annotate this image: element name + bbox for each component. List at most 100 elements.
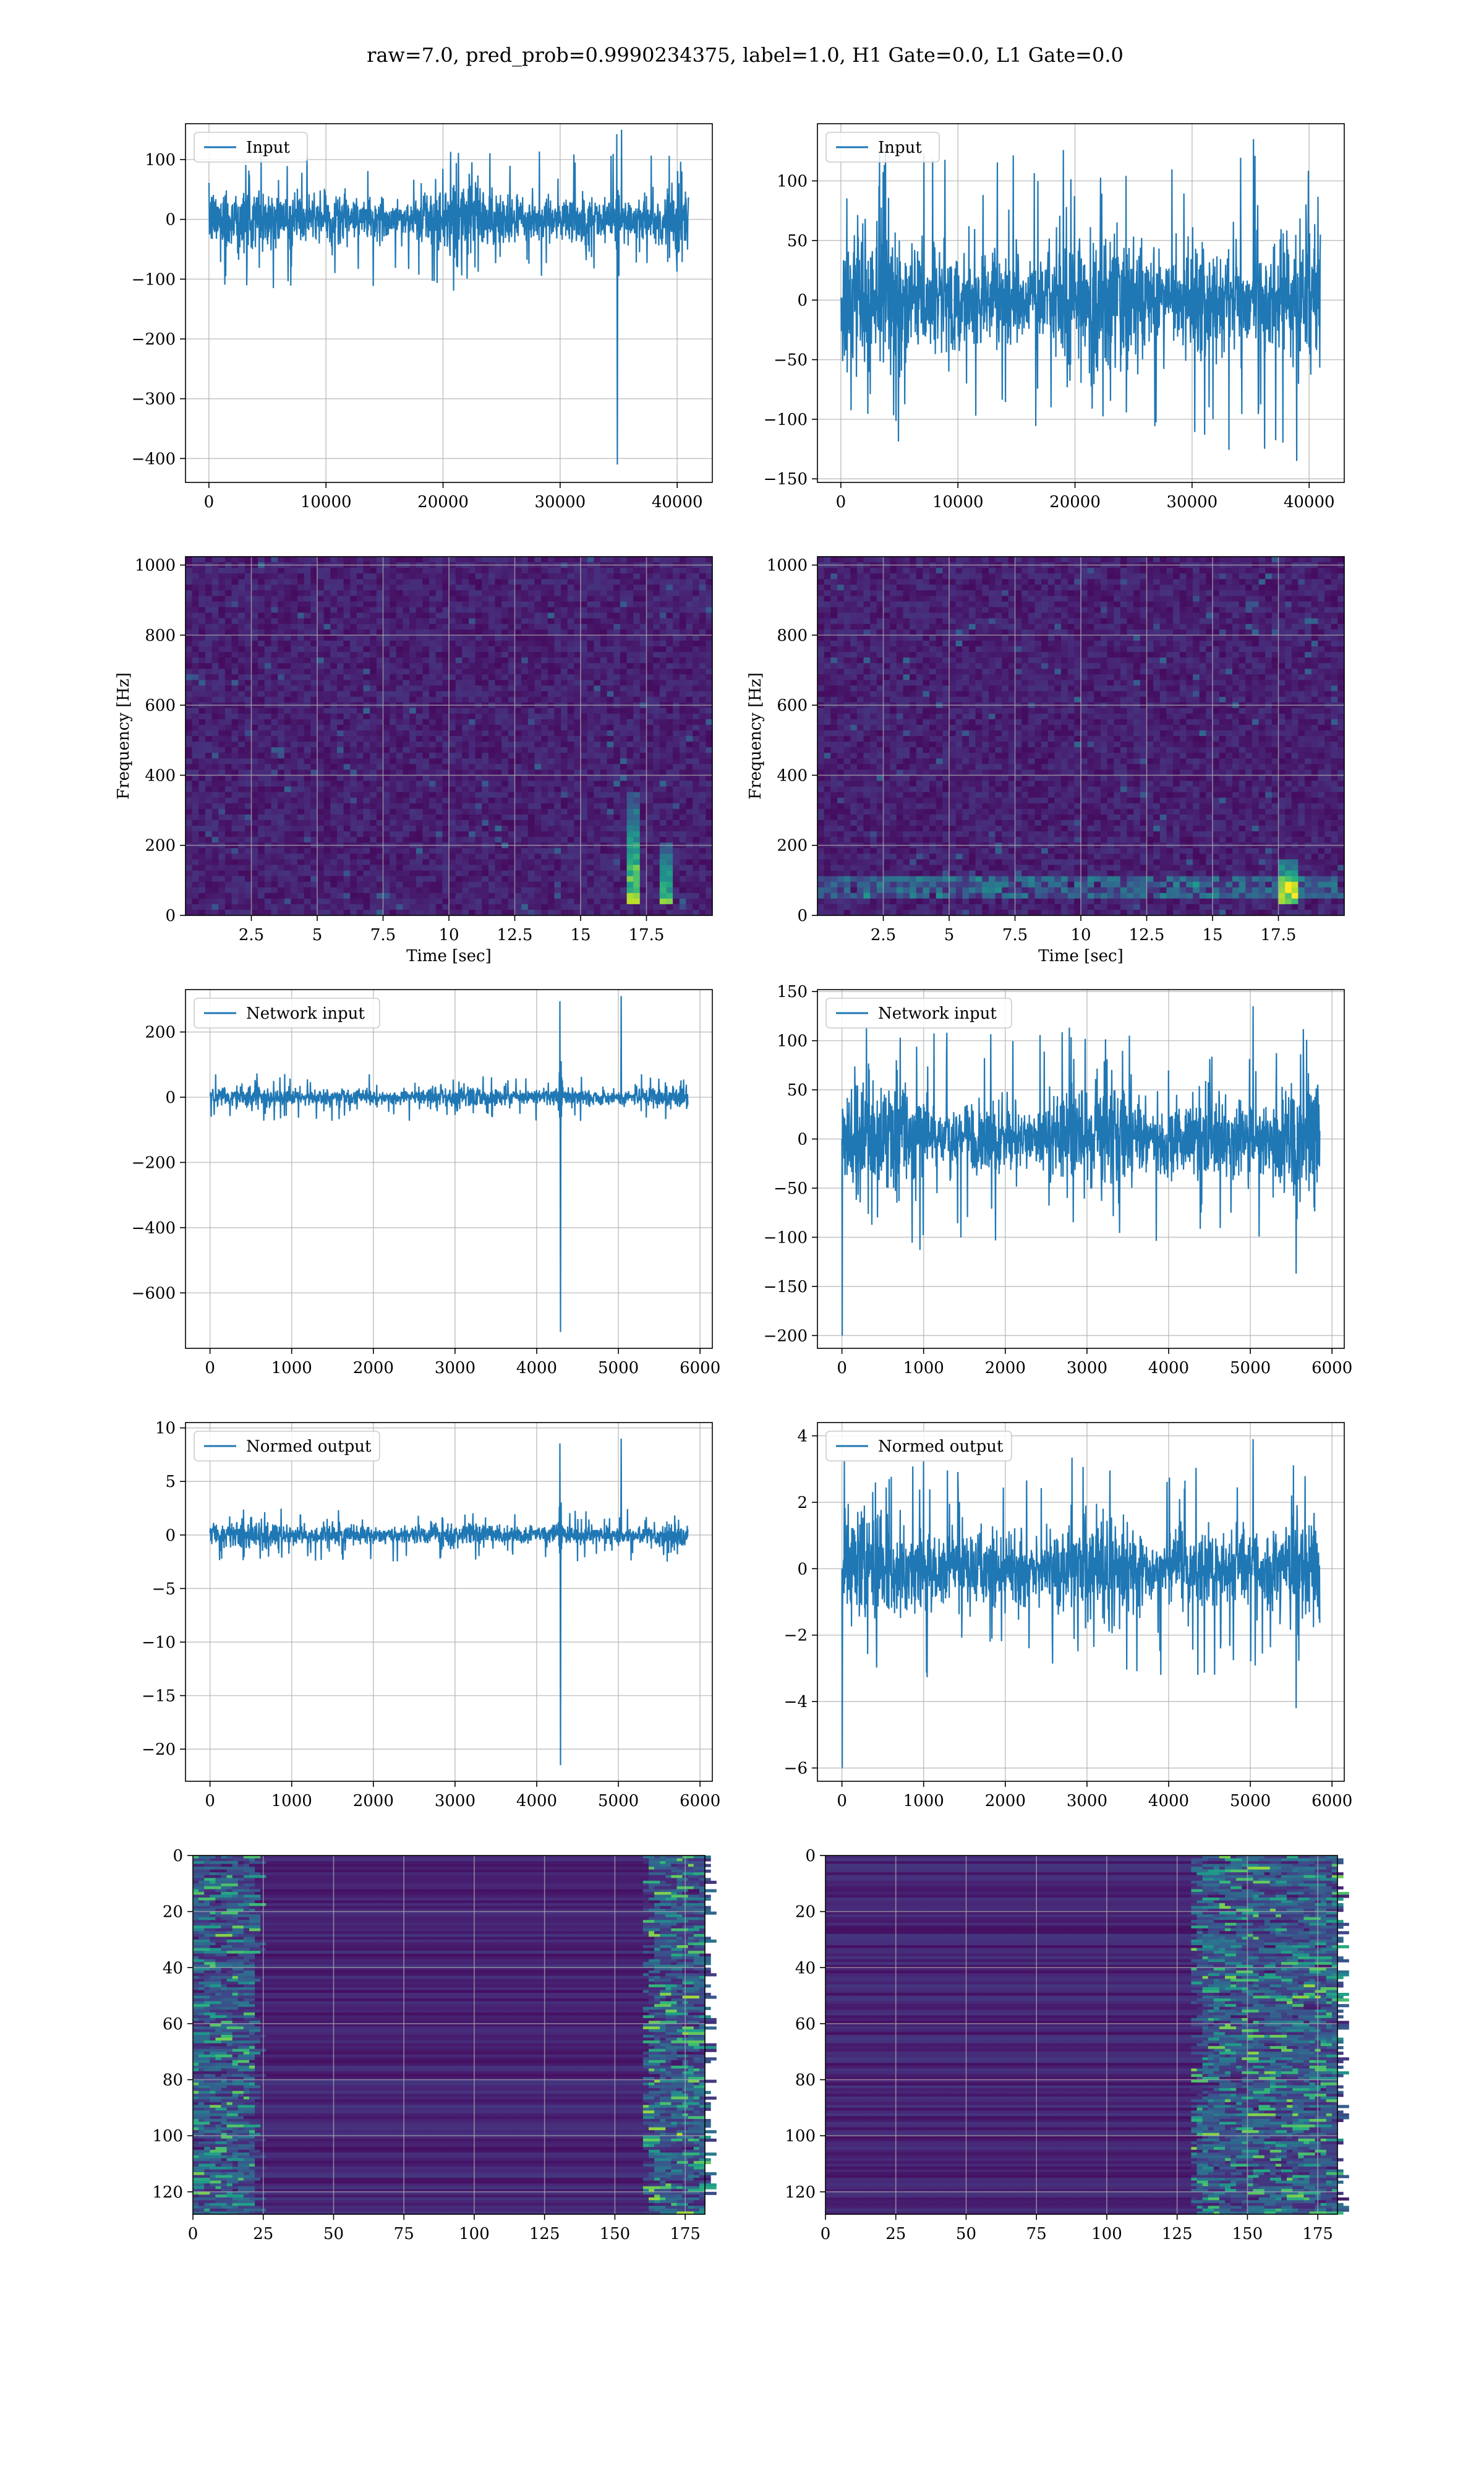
y-tick-label: 0 bbox=[797, 291, 808, 310]
y-tick-label: −400 bbox=[132, 1219, 176, 1238]
x-tick-label: 0 bbox=[204, 493, 215, 511]
x-tick-label: 5 bbox=[944, 926, 955, 944]
x-tick-label: 1000 bbox=[903, 1359, 944, 1377]
x-tick-label: 40000 bbox=[1284, 493, 1335, 511]
x-tick-label: 6000 bbox=[1311, 1359, 1352, 1377]
subplot-4: 2.5 5 7.5 10 12.5 15 17.502004006008001000Time… bbox=[746, 557, 1345, 965]
x-tick-label: 100 bbox=[1091, 2225, 1122, 2243]
y-tick-label: −2 bbox=[784, 1627, 808, 1645]
x-tick-label: 15 bbox=[570, 926, 591, 944]
x-tick-label: 75 bbox=[1026, 2225, 1047, 2243]
y-tick-label: 120 bbox=[785, 2183, 816, 2202]
x-tick-label: 40000 bbox=[652, 493, 703, 511]
y-tick-label: 0 bbox=[797, 1131, 808, 1149]
x-tick-label: 150 bbox=[600, 2225, 631, 2243]
x-tick-label: 4000 bbox=[1148, 1359, 1189, 1377]
y-tick-label: 20 bbox=[163, 1903, 183, 1922]
x-tick-label: 0 bbox=[821, 2225, 831, 2243]
subplot-2: 0 10000 20000 30000 40000−150−100−50050100In… bbox=[764, 124, 1344, 511]
x-tick-label: 25 bbox=[885, 2225, 906, 2243]
x-tick-label: 1000 bbox=[271, 1359, 312, 1377]
x-tick-label: 6000 bbox=[680, 1792, 720, 1810]
y-tick-label: −100 bbox=[132, 270, 176, 289]
x-tick-label: 2000 bbox=[985, 1359, 1026, 1377]
subplot-1: 0 10000 20000 30000 40000−400−300−200−100010… bbox=[132, 124, 712, 511]
x-tick-label: 25 bbox=[253, 2225, 273, 2243]
heatmap-image bbox=[825, 1856, 1349, 2215]
y-tick-label: −200 bbox=[132, 330, 176, 349]
y-tick-label: 100 bbox=[777, 1032, 808, 1051]
x-tick-label: 10 bbox=[438, 926, 459, 944]
x-tick-label: 12.5 bbox=[1129, 926, 1165, 944]
y-tick-label: 0 bbox=[165, 1089, 176, 1107]
legend-label: Normed output bbox=[878, 1437, 1004, 1456]
y-tick-label: 1000 bbox=[767, 557, 808, 575]
legend-label: Normed output bbox=[246, 1437, 372, 1456]
y-tick-label: −150 bbox=[764, 1278, 808, 1296]
x-tick-label: 7.5 bbox=[1002, 926, 1028, 944]
y-tick-label: 100 bbox=[785, 2127, 816, 2146]
y-axis-label: Frequency [Hz] bbox=[114, 672, 133, 800]
x-tick-label: 50 bbox=[323, 2225, 344, 2243]
series-line bbox=[210, 1439, 688, 1765]
x-tick-label: 4000 bbox=[516, 1792, 557, 1810]
y-tick-label: 50 bbox=[787, 1081, 808, 1100]
x-tick-label: 5000 bbox=[1230, 1792, 1271, 1810]
y-tick-label: 150 bbox=[777, 983, 808, 1001]
y-tick-label: −150 bbox=[764, 470, 808, 489]
y-tick-label: 60 bbox=[795, 2015, 816, 2034]
x-tick-label: 4000 bbox=[1148, 1792, 1189, 1810]
y-tick-label: −6 bbox=[784, 1760, 808, 1778]
subplot-7: 0 1000 2000 3000 4000 5000 6000−20−15−10−50510… bbox=[142, 1419, 720, 1810]
series-line bbox=[841, 139, 1320, 461]
y-tick-label: −200 bbox=[764, 1327, 808, 1345]
y-tick-label: −100 bbox=[764, 1228, 808, 1247]
y-tick-label: 200 bbox=[145, 1024, 176, 1042]
x-tick-label: 0 bbox=[205, 1792, 215, 1810]
y-tick-label: −50 bbox=[774, 1179, 808, 1198]
figure-title: raw=7.0, pred_prob=0.9990234375, label=1… bbox=[367, 43, 1124, 67]
x-tick-label: 0 bbox=[837, 1792, 847, 1810]
x-tick-label: 0 bbox=[836, 493, 846, 511]
y-tick-label: −100 bbox=[764, 411, 808, 429]
x-tick-label: 20000 bbox=[417, 493, 469, 511]
series-line bbox=[209, 130, 689, 464]
x-tick-label: 10000 bbox=[932, 493, 984, 511]
y-tick-label: −5 bbox=[152, 1580, 176, 1598]
y-tick-label: 20 bbox=[795, 1903, 816, 1922]
y-tick-label: −200 bbox=[132, 1154, 176, 1172]
y-tick-label: 5 bbox=[165, 1473, 176, 1491]
y-tick-label: 200 bbox=[145, 837, 176, 855]
y-tick-label: −50 bbox=[774, 351, 808, 370]
y-tick-label: 80 bbox=[163, 2071, 183, 2090]
x-tick-label: 6000 bbox=[680, 1359, 720, 1377]
heatmap-image bbox=[193, 1856, 717, 2215]
x-tick-label: 10000 bbox=[301, 493, 352, 511]
x-tick-label: 1000 bbox=[903, 1792, 944, 1810]
y-tick-label: 0 bbox=[805, 1847, 816, 1865]
axes-frame bbox=[186, 1423, 712, 1781]
y-tick-label: 600 bbox=[777, 696, 808, 715]
y-tick-label: 0 bbox=[165, 211, 176, 229]
y-tick-label: 100 bbox=[152, 2127, 183, 2146]
x-tick-label: 2.5 bbox=[239, 926, 264, 944]
x-tick-label: 6000 bbox=[1311, 1792, 1352, 1810]
subplot-3: 2.5 5 7.5 10 12.5 15 17.502004006008001000Time… bbox=[114, 557, 713, 965]
axes-frame bbox=[186, 124, 712, 482]
x-tick-label: 30000 bbox=[535, 493, 586, 511]
x-tick-label: 17.5 bbox=[1261, 926, 1297, 944]
x-tick-label: 5000 bbox=[1230, 1359, 1271, 1377]
y-tick-label: 40 bbox=[795, 1959, 816, 1977]
legend-label: Network input bbox=[246, 1004, 365, 1023]
x-tick-label: 2000 bbox=[985, 1792, 1026, 1810]
x-tick-label: 0 bbox=[205, 1359, 215, 1377]
x-tick-label: 125 bbox=[529, 2225, 560, 2243]
series-line bbox=[842, 1439, 1320, 1768]
y-tick-label: 2 bbox=[797, 1494, 808, 1512]
legend-label: Network input bbox=[878, 1004, 997, 1023]
legend-label: Input bbox=[878, 139, 922, 157]
axes-frame bbox=[186, 990, 712, 1348]
x-tick-label: 50 bbox=[956, 2225, 976, 2243]
